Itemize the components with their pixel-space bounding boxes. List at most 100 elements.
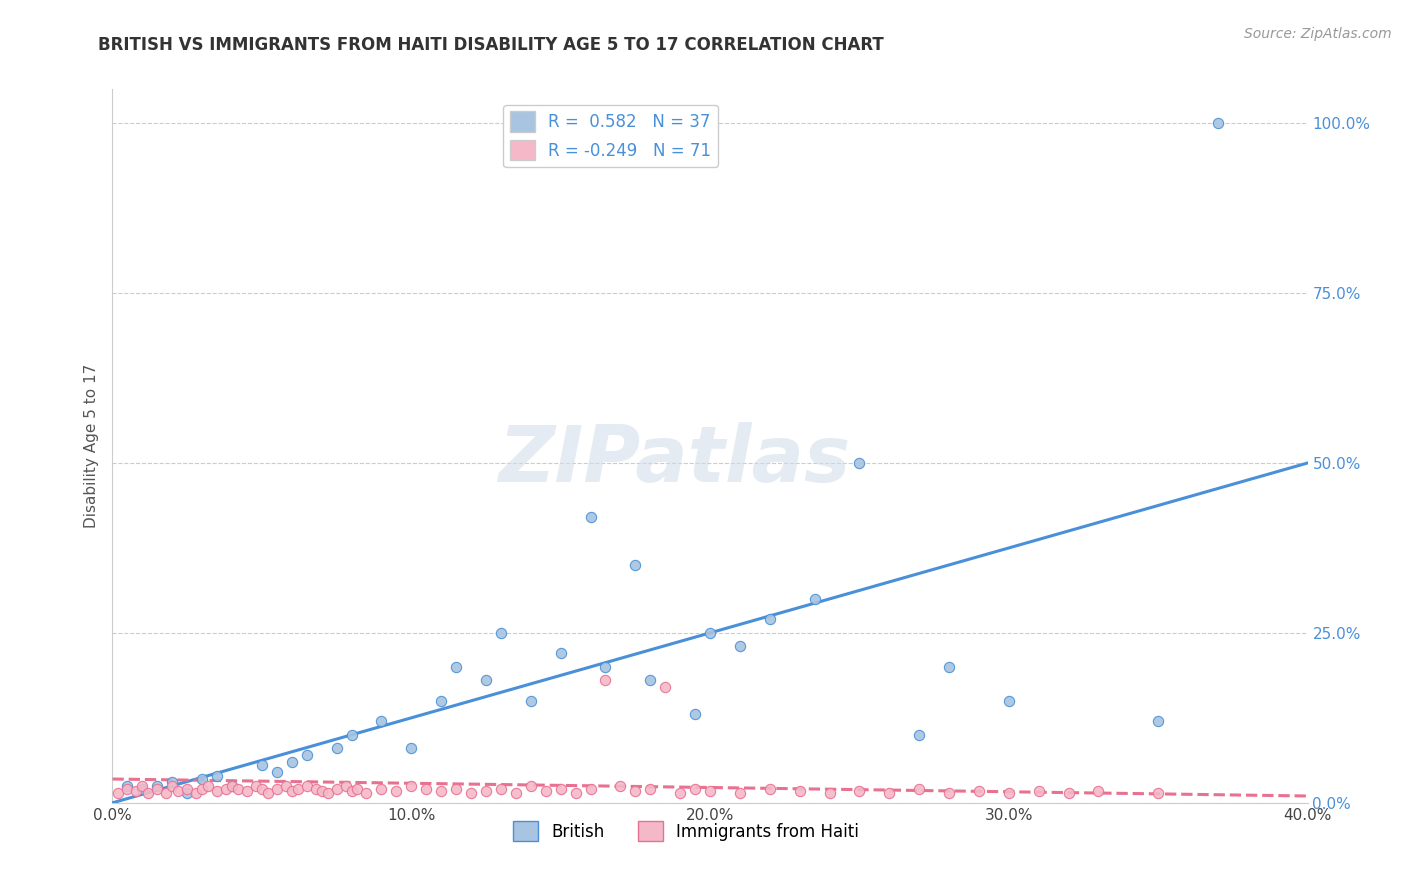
Point <box>316 786 339 800</box>
Point <box>550 782 572 797</box>
Point <box>489 626 512 640</box>
Point <box>138 786 160 800</box>
Point <box>818 786 841 800</box>
Point <box>131 779 153 793</box>
Point <box>162 775 183 789</box>
Point <box>167 783 190 797</box>
Legend: British, Immigrants from Haiti: British, Immigrants from Haiti <box>506 814 866 848</box>
Point <box>444 660 467 674</box>
Point <box>250 758 273 772</box>
Point <box>475 783 498 797</box>
Point <box>683 707 706 722</box>
Point <box>274 779 297 793</box>
Point <box>266 782 288 797</box>
Text: Source: ZipAtlas.com: Source: ZipAtlas.com <box>1244 27 1392 41</box>
Point <box>699 783 721 797</box>
Point <box>325 741 347 756</box>
Point <box>938 786 960 800</box>
Point <box>117 782 139 797</box>
Point <box>221 779 243 793</box>
Point <box>1147 786 1170 800</box>
Point <box>683 782 706 797</box>
Point <box>295 779 318 793</box>
Point <box>221 779 243 793</box>
Point <box>266 765 288 780</box>
Point <box>117 779 139 793</box>
Point <box>475 673 498 688</box>
Point <box>245 779 267 793</box>
Point <box>430 783 453 797</box>
Point <box>640 673 662 688</box>
Point <box>340 783 363 797</box>
Point <box>534 783 557 797</box>
Point <box>505 786 527 800</box>
Point <box>176 782 198 797</box>
Point <box>356 786 378 800</box>
Point <box>460 786 482 800</box>
Point <box>257 786 280 800</box>
Point <box>191 782 214 797</box>
Point <box>131 782 153 797</box>
Point <box>250 782 273 797</box>
Text: ZIPatlas: ZIPatlas <box>498 422 851 499</box>
Point <box>385 783 408 797</box>
Point <box>489 782 512 797</box>
Text: BRITISH VS IMMIGRANTS FROM HAITI DISABILITY AGE 5 TO 17 CORRELATION CHART: BRITISH VS IMMIGRANTS FROM HAITI DISABIL… <box>98 36 884 54</box>
Point <box>401 779 423 793</box>
Point <box>340 728 363 742</box>
Point <box>879 786 901 800</box>
Point <box>669 786 692 800</box>
Point <box>236 783 259 797</box>
Point <box>1087 783 1109 797</box>
Point <box>281 755 304 769</box>
Point <box>908 782 931 797</box>
Point <box>197 779 219 793</box>
Point <box>998 786 1021 800</box>
Point <box>325 782 347 797</box>
Point <box>346 782 368 797</box>
Point <box>191 772 214 786</box>
Point <box>967 783 990 797</box>
Point <box>789 783 811 797</box>
Point <box>287 782 309 797</box>
Point <box>848 783 870 797</box>
Point <box>215 782 238 797</box>
Point <box>759 612 782 626</box>
Point <box>520 694 543 708</box>
Point <box>370 714 392 729</box>
Point <box>848 456 870 470</box>
Point <box>176 786 198 800</box>
Point <box>699 626 721 640</box>
Point <box>595 673 617 688</box>
Point <box>640 782 662 797</box>
Point <box>624 558 647 572</box>
Point <box>520 779 543 793</box>
Point <box>107 786 129 800</box>
Point <box>335 779 357 793</box>
Point <box>444 782 467 797</box>
Point <box>579 510 602 524</box>
Point <box>311 783 333 797</box>
Point <box>162 779 183 793</box>
Point <box>186 786 208 800</box>
Point <box>579 782 602 797</box>
Point <box>1147 714 1170 729</box>
Point <box>803 591 825 606</box>
Point <box>654 680 676 694</box>
Point <box>609 779 631 793</box>
Point <box>155 786 177 800</box>
Point <box>595 660 617 674</box>
Point <box>295 748 318 763</box>
Point <box>415 782 437 797</box>
Point <box>998 694 1021 708</box>
Point <box>205 769 228 783</box>
Point <box>281 783 304 797</box>
Point <box>908 728 931 742</box>
Point <box>430 694 453 708</box>
Point <box>146 779 169 793</box>
Point <box>1057 786 1080 800</box>
Point <box>1206 116 1229 130</box>
Y-axis label: Disability Age 5 to 17: Disability Age 5 to 17 <box>83 364 98 528</box>
Point <box>728 640 751 654</box>
Point <box>125 783 148 797</box>
